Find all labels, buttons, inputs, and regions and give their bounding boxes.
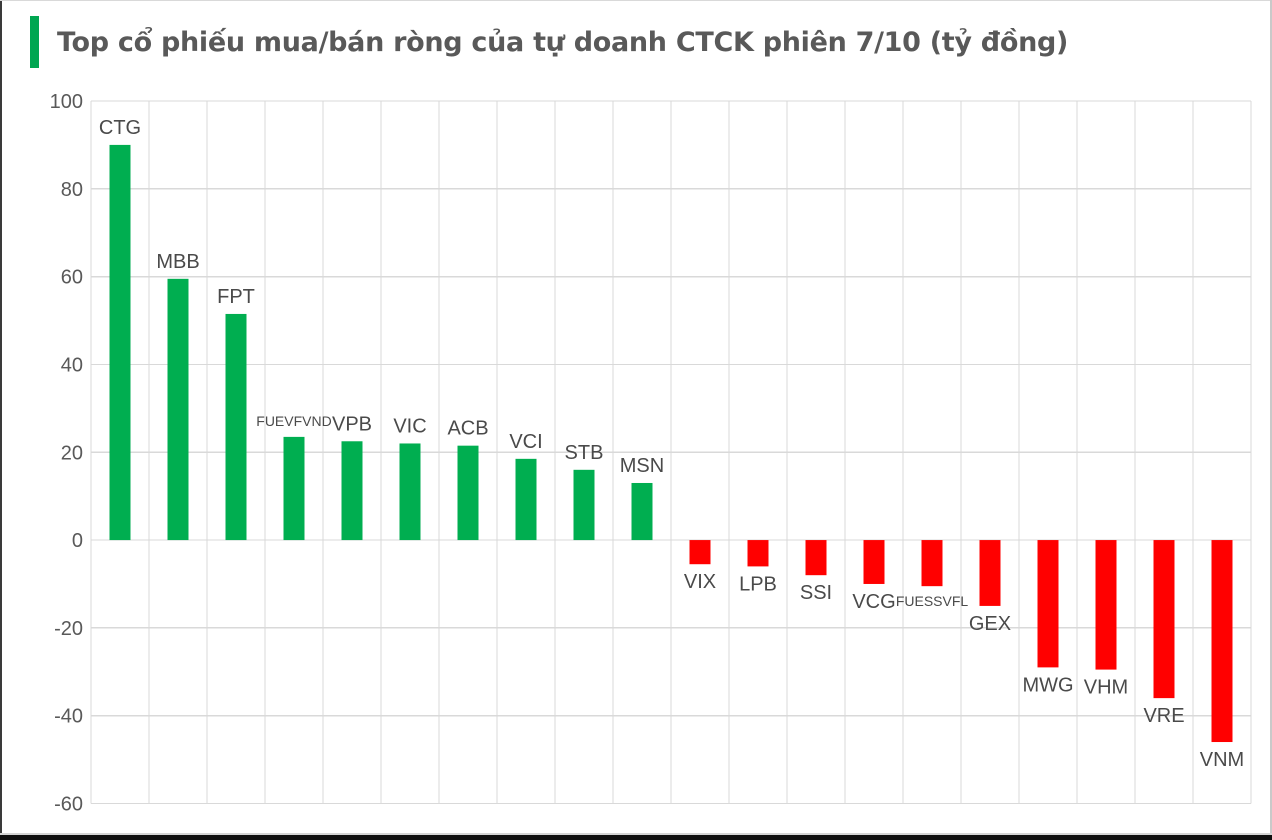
- bar-label-VCI: VCI: [509, 431, 542, 453]
- bar-MWG: [1037, 540, 1059, 668]
- bar-label-MWG: MWG: [1022, 674, 1073, 696]
- bar-CTG: [109, 144, 131, 541]
- bar-label-VIX: VIX: [684, 571, 716, 593]
- bar-MSN: [631, 482, 653, 541]
- y-axis-tick-label: -40: [54, 706, 83, 728]
- bar-label-VPB: VPB: [332, 413, 372, 435]
- bar-label-FUEVFVND: FUEVFVND: [256, 413, 331, 429]
- window-bottom-edge: [0, 835, 1272, 840]
- bar-FUEVFVND: [283, 436, 305, 541]
- chart-header: Top cổ phiếu mua/bán ròng của tự doanh C…: [30, 16, 1068, 68]
- bar-label-GEX: GEX: [969, 613, 1011, 635]
- bar-STB: [573, 469, 595, 541]
- bar-VPB: [341, 441, 363, 541]
- y-axis-tick-label: 80: [61, 179, 83, 201]
- bar-FUESSVFL: [921, 540, 943, 587]
- bar-label-MSN: MSN: [620, 455, 664, 477]
- title-accent-bar: [30, 16, 39, 68]
- bar-VIX: [689, 540, 711, 565]
- bar-LPB: [747, 540, 769, 567]
- y-axis-tick-label: -60: [54, 794, 83, 816]
- y-axis-tick-label: -20: [54, 618, 83, 640]
- bar-label-VRE: VRE: [1143, 705, 1184, 727]
- bar-label-VNM: VNM: [1200, 749, 1244, 771]
- bar-VNM: [1211, 540, 1233, 743]
- y-axis-tick-label: 40: [61, 354, 83, 376]
- bar-VIC: [399, 443, 421, 541]
- bar-label-ACB: ACB: [447, 418, 488, 440]
- window-left-edge: [0, 0, 2, 840]
- bar-MBB: [167, 278, 189, 541]
- bar-label-VCG: VCG: [852, 591, 895, 613]
- bar-label-SSI: SSI: [800, 582, 832, 604]
- bar-SSI: [805, 540, 827, 576]
- bar-VHM: [1095, 540, 1117, 670]
- chart-bottom-border: [0, 833, 1272, 835]
- chart-title: Top cổ phiếu mua/bán ròng của tự doanh C…: [57, 26, 1069, 58]
- bar-VCG: [863, 540, 885, 584]
- y-axis-tick-label: 60: [61, 267, 83, 289]
- bar-label-VHM: VHM: [1084, 677, 1128, 699]
- y-axis-tick-label: 100: [50, 91, 83, 113]
- bar-VCI: [515, 458, 537, 541]
- bar-label-VIC: VIC: [393, 415, 426, 437]
- bar-GEX: [979, 540, 1001, 606]
- bar-VRE: [1153, 540, 1175, 699]
- bar-label-FPT: FPT: [217, 286, 255, 308]
- bar-FPT: [225, 313, 247, 541]
- bar-label-LPB: LPB: [739, 573, 777, 595]
- bar-ACB: [457, 445, 479, 541]
- y-axis-tick-label: 20: [61, 442, 83, 464]
- bar-label-CTG: CTG: [99, 117, 141, 139]
- y-axis-tick-label: 0: [72, 530, 83, 552]
- window-right-edge: [1270, 0, 1272, 840]
- bar-label-STB: STB: [565, 442, 604, 464]
- window-top-edge: [0, 0, 1272, 1]
- bar-label-MBB: MBB: [156, 251, 199, 273]
- bar-label-FUESSVFL: FUESSVFL: [896, 593, 969, 609]
